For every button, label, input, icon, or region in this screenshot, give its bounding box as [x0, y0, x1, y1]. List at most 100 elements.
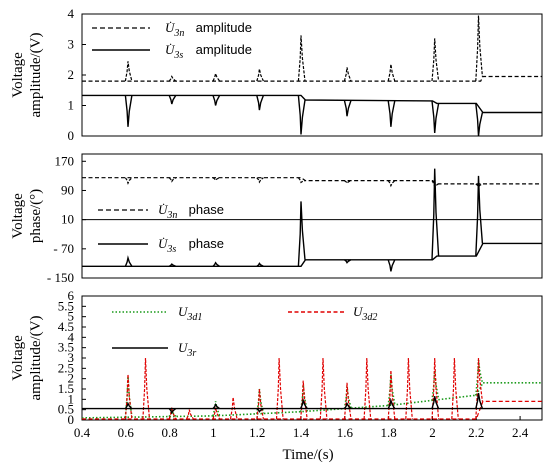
series-spike-3d2	[142, 357, 151, 420]
series-line-3n-1	[82, 177, 542, 185]
series-spike-3n	[212, 71, 221, 82]
x-tick-label: 2.4	[512, 425, 529, 440]
series-spike-3n	[343, 67, 352, 82]
panel3-ylabel-line2: amplitude/(V)	[28, 316, 44, 401]
series-spike-3s	[212, 261, 220, 267]
series-spike-3d2	[212, 407, 221, 420]
series-spike-3n	[431, 38, 440, 82]
series-spike-3r	[343, 401, 352, 410]
y-tick-label: 2	[68, 67, 75, 82]
x-tick-label: 2	[429, 425, 436, 440]
series-spike-3r	[431, 396, 440, 409]
y-tick-label: 1	[68, 98, 75, 113]
legend-u3d2-label: U3d2	[353, 304, 377, 323]
series-spike-3n	[475, 15, 483, 82]
panel2-ticks: 170 90 10 - 70 - 150	[47, 153, 542, 285]
legend-u3n-phase-label: phase	[185, 202, 224, 217]
series-spike-3s	[168, 263, 177, 267]
series-spike-3n	[168, 177, 177, 183]
y-tick-label: 4.5	[58, 319, 74, 334]
series-line-3d1-2	[81, 381, 542, 419]
legend-u3s-phase-label: phase	[185, 236, 224, 251]
series-spike-3n	[256, 177, 264, 184]
series-spike-3s	[387, 259, 396, 272]
series-spike-3n	[297, 35, 306, 82]
y-tick-label: 2.5	[58, 360, 74, 375]
series-spike-3n	[168, 75, 177, 82]
x-tick-label: 2.2	[468, 425, 484, 440]
panel2-series	[82, 168, 542, 272]
y-tick-label: 3.5	[58, 340, 74, 355]
series-spike-3r	[256, 407, 264, 413]
series-spike-3s	[124, 95, 133, 127]
series-spike-3n	[212, 177, 220, 182]
series-line-3s-1	[82, 242, 542, 267]
x-tick-label: 0.8	[161, 425, 177, 440]
series-spike-3s	[431, 168, 440, 260]
y-tick-label: 2	[68, 371, 75, 386]
y-tick-label: 6	[68, 288, 75, 303]
series-spike-3s	[212, 95, 221, 106]
series-spike-3s	[168, 95, 177, 105]
series-spike-3s	[256, 262, 264, 267]
series-spike-3s	[256, 95, 265, 111]
series-spike-3d2	[405, 357, 413, 420]
x-tick-label: 1.6	[337, 425, 354, 440]
series-spike-3s	[343, 100, 352, 117]
y-tick-label: 4	[68, 6, 75, 21]
series-spike-3n	[297, 177, 306, 184]
y-tick-label: 1.5	[58, 381, 74, 396]
series-line-3s-0	[82, 94, 542, 114]
panel1-ylabel-line1: Voltage	[10, 52, 26, 98]
y-tick-label: 5	[68, 309, 75, 324]
panel1-ylabel-line2: amplitude/(V)	[28, 33, 44, 118]
y-tick-label: 4	[68, 329, 75, 344]
y-tick-label: 170	[55, 153, 75, 168]
y-tick-label: 0	[68, 128, 75, 143]
series-spike-3n	[475, 183, 483, 188]
x-tick-label: 1	[210, 425, 217, 440]
series-spike-3d2	[387, 370, 396, 420]
series-spike-3n	[344, 180, 352, 185]
panel-amplitude-top: 0 1 2 3 4 Voltage amplitude/(V) U̇3n amplitu…	[10, 6, 543, 143]
y-tick-label: 10	[61, 212, 74, 227]
series-line-3d2-2	[82, 400, 542, 420]
series-spike-3s	[431, 100, 440, 133]
series-spike-3d2	[256, 388, 264, 420]
series-spike-3d2	[186, 409, 194, 420]
series-spike-3d2	[451, 357, 459, 420]
series-spike-3d1	[256, 388, 265, 415]
y-tick-label: 90	[61, 182, 74, 197]
series-spike-3r	[212, 402, 221, 410]
panel2-ylabel-line1: Voltage	[10, 193, 26, 239]
series-spike-3s	[297, 201, 306, 267]
series-spike-3d2	[475, 357, 483, 420]
series-spike-3s	[124, 255, 133, 267]
panel3-ylabel-line1: Voltage	[10, 335, 26, 381]
legend-u3d1-label: U3d1	[178, 304, 202, 323]
panel1-ticks: 0 1 2 3 4	[68, 6, 86, 143]
panel3-ticks: 00.511.522.533.544.555.560.4 0.6 0.8 1 1.2 1.…	[58, 288, 529, 440]
y-tick-label: 3	[68, 37, 75, 52]
legend-u3s-phase-symbol: U̇3s	[158, 236, 176, 255]
y-tick-label: 5.5	[58, 298, 74, 313]
panel2-ylabel-line2: phase/(°)	[28, 189, 44, 243]
panel1-series	[82, 15, 542, 137]
legend-u3r-label: U3r	[178, 340, 196, 359]
x-tick-label: 1.8	[381, 425, 397, 440]
series-spike-3d2	[319, 357, 328, 420]
y-tick-label: - 70	[53, 241, 74, 256]
series-spike-3s	[475, 103, 484, 137]
legend-u3n-phase-symbol: U̇3n	[158, 202, 177, 221]
series-spike-3r	[299, 397, 308, 409]
series-spike-3r	[168, 408, 177, 415]
y-tick-label: 0.5	[58, 402, 74, 417]
y-tick-label: 3	[68, 350, 75, 365]
series-spike-3n	[256, 68, 264, 82]
series-spike-3d2	[363, 357, 372, 420]
panel3-frame	[81, 295, 543, 421]
y-tick-label: 1	[68, 391, 75, 406]
y-tick-label: - 150	[47, 270, 74, 285]
series-spike-3r	[387, 397, 396, 409]
